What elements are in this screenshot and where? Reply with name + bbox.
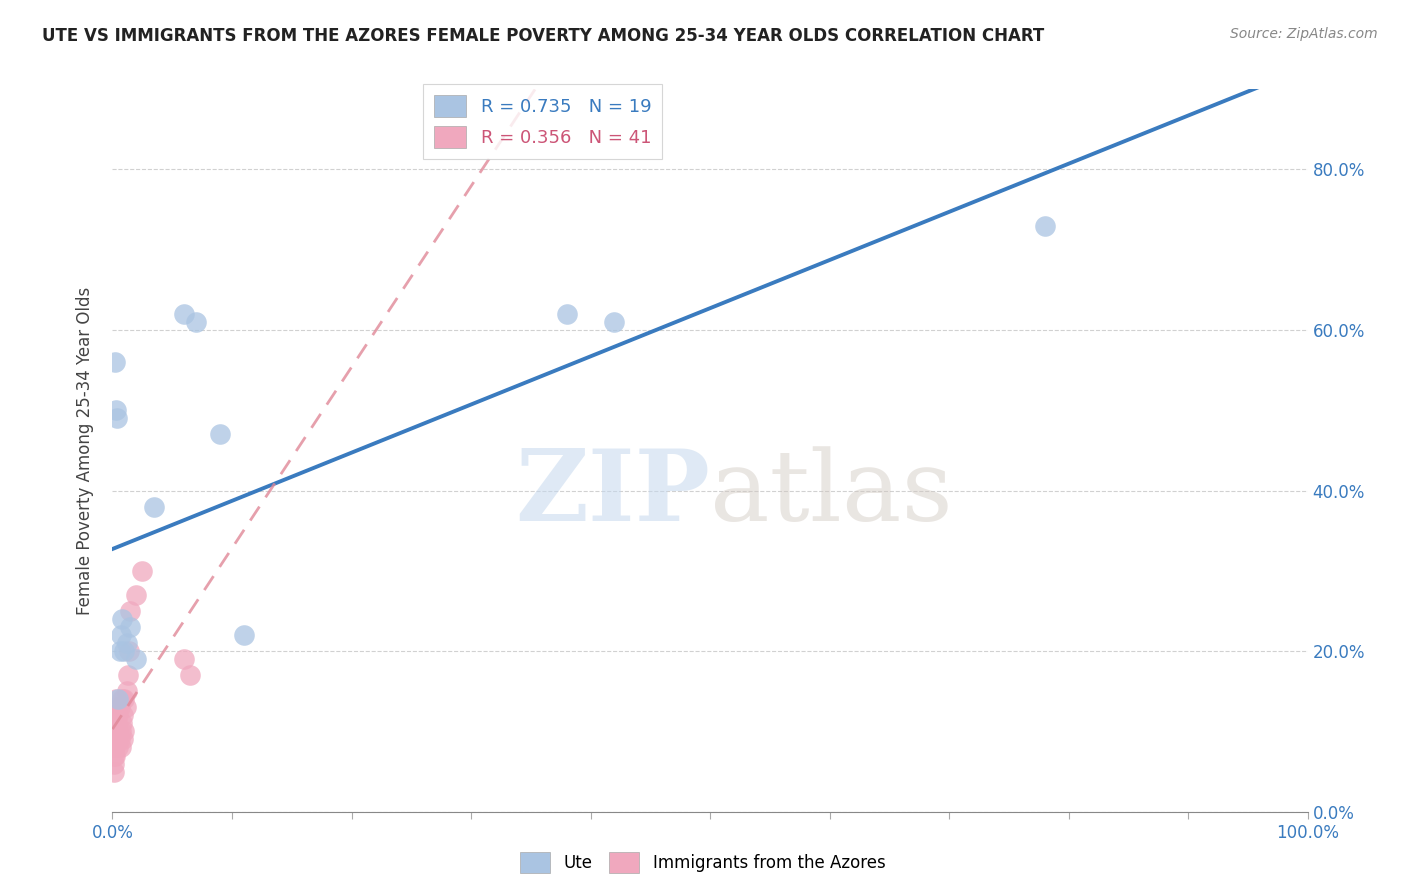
Point [105, 403, 128, 417]
Point [108, 644, 131, 658]
Legend: Ute, Immigrants from the Azores: Ute, Immigrants from the Azores [513, 846, 893, 880]
Point [104, 716, 127, 731]
Point [112, 732, 135, 747]
Point [233, 628, 256, 642]
Point [104, 724, 127, 739]
Point [114, 700, 136, 714]
Point [107, 708, 129, 723]
Point [603, 315, 626, 329]
Point [105, 692, 128, 706]
Point [110, 628, 132, 642]
Point [107, 692, 129, 706]
Point [179, 668, 201, 682]
Point [105, 411, 128, 425]
Point [115, 684, 138, 698]
Point [110, 740, 132, 755]
Point [108, 732, 131, 747]
Point [120, 604, 142, 618]
Point [103, 756, 125, 771]
Point [103, 740, 125, 755]
Text: atlas: atlas [710, 446, 953, 541]
Point [112, 708, 135, 723]
Point [125, 652, 148, 666]
Point [117, 668, 139, 682]
Point [107, 724, 129, 739]
Point [105, 708, 128, 723]
Y-axis label: Female Poverty Among 25-34 Year Olds: Female Poverty Among 25-34 Year Olds [76, 286, 94, 615]
Point [104, 732, 127, 747]
Text: ZIP: ZIP [515, 445, 710, 542]
Point [115, 636, 138, 650]
Point [186, 315, 208, 329]
Point [173, 652, 195, 666]
Text: UTE VS IMMIGRANTS FROM THE AZORES FEMALE POVERTY AMONG 25-34 YEAR OLDS CORRELATI: UTE VS IMMIGRANTS FROM THE AZORES FEMALE… [42, 27, 1045, 45]
Point [118, 644, 141, 658]
Text: Source: ZipAtlas.com: Source: ZipAtlas.com [1230, 27, 1378, 41]
Point [103, 748, 125, 763]
Point [107, 740, 129, 755]
Point [103, 732, 125, 747]
Point [105, 716, 128, 731]
Point [111, 716, 134, 731]
Point [143, 500, 166, 514]
Point [103, 724, 125, 739]
Point [120, 620, 142, 634]
Point [131, 564, 153, 578]
Point [555, 307, 578, 321]
Point [111, 692, 134, 706]
Point [103, 716, 125, 731]
Point [104, 708, 127, 723]
Point [1033, 219, 1056, 233]
Point [104, 740, 127, 755]
Point [110, 724, 132, 739]
Point [114, 692, 135, 706]
Point [114, 644, 135, 658]
Point [173, 307, 195, 321]
Point [103, 764, 125, 779]
Point [104, 748, 127, 763]
Point [105, 724, 128, 739]
Point [125, 588, 148, 602]
Point [108, 700, 131, 714]
Point [114, 724, 135, 739]
Point [104, 355, 127, 369]
Point [209, 427, 232, 442]
Point [111, 612, 134, 626]
Legend: R = 0.735   N = 19, R = 0.356   N = 41: R = 0.735 N = 19, R = 0.356 N = 41 [423, 84, 662, 159]
Point [105, 732, 128, 747]
Point [105, 700, 128, 714]
